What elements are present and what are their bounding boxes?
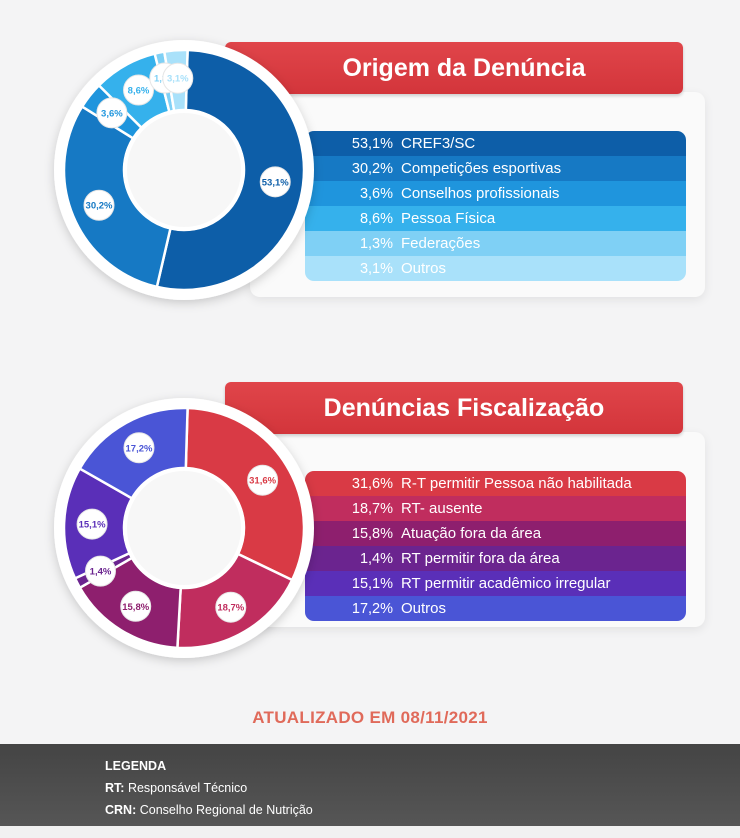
legend-row: 3,6% Conselhos profissionais	[305, 181, 686, 206]
data-label: 53,1%	[259, 166, 291, 198]
data-label-badge	[123, 432, 155, 464]
bottom-strip	[0, 826, 740, 838]
chart-fiscalizacao-section: Denúncias Fiscalização 31,6% R-T permitir…	[0, 360, 740, 700]
legend-row: 15,1% RT permitir acadêmico irregular	[305, 571, 686, 596]
data-label: 15,1%	[76, 508, 108, 540]
data-label-badge	[162, 62, 194, 94]
legend-label: Federações	[401, 235, 481, 252]
data-label-text: 18,7%	[217, 603, 244, 614]
data-label-text: 15,1%	[79, 520, 106, 531]
data-label: 30,2%	[83, 189, 115, 221]
chart-title-fiscalizacao: Denúncias Fiscalização	[225, 382, 683, 434]
legend-value: 3,6%	[359, 185, 393, 202]
data-label-text: 3,6%	[101, 108, 123, 119]
data-label: 8,6%	[123, 74, 155, 106]
legend-label: Pessoa Física	[401, 210, 496, 227]
data-label-badge	[76, 508, 108, 540]
data-label-badge	[120, 590, 152, 622]
data-label: 3,6%	[96, 97, 128, 129]
legend-label: RT permitir acadêmico irregular	[401, 575, 611, 592]
donut-svg-origem: 53,1%30,2%3,6%8,6%1,3%3,1%	[54, 40, 314, 300]
data-label: 15,8%	[120, 590, 152, 622]
chart-title-origem: Origem da Denúncia	[225, 42, 683, 94]
donut-chart-fiscalizacao: 31,6% 18,7% 15,8% 1,4% 15,1% 17,2%	[34, 378, 334, 678]
legend-value: 15,8%	[351, 525, 393, 542]
legend-row: 30,2% Competições esportivas	[305, 156, 686, 181]
data-label-badge	[215, 591, 247, 623]
donut-hole	[123, 467, 245, 589]
legend-value: 30,2%	[351, 160, 393, 177]
chart-origem-section: Origem da Denúncia 53,1% CREF3/SC 30,2% Com…	[0, 0, 740, 360]
legend-label: Outros	[401, 600, 447, 617]
legend-row: 31,6% R-T permitir Pessoa não habilitada	[305, 471, 686, 496]
legend-row: 3,1% Outros	[305, 256, 686, 281]
legend-value: 15,1%	[351, 575, 393, 592]
legend-label: CREF3/SC	[401, 135, 476, 152]
legend-value: 53,1%	[351, 135, 393, 152]
legend-list-origem: 53,1% CREF3/SC 30,2% Competições esportivas…	[305, 131, 686, 281]
legend-value: 8,6%	[359, 210, 393, 227]
data-label: 3,1%	[162, 62, 194, 94]
legend-row: 8,6% Pessoa Física	[305, 206, 686, 231]
legend-value: 1,3%	[359, 235, 393, 252]
data-label: 18,7%	[215, 591, 247, 623]
data-label-text: 17,2%	[126, 443, 153, 454]
legend-label: Atuação fora da área	[401, 525, 542, 542]
legend-label: Conselhos profissionais	[401, 185, 560, 202]
data-label-badge	[96, 97, 128, 129]
legend-value: 18,7%	[351, 500, 393, 517]
data-label-text: 30,2%	[86, 201, 113, 212]
legend-label: Outros	[401, 260, 447, 277]
data-label-badge	[123, 74, 155, 106]
data-label-text: 31,6%	[249, 476, 276, 487]
legend-row: 17,2% Outros	[305, 596, 686, 621]
footer-text: Responsável Técnico	[127, 781, 248, 795]
legend-row: 18,7% RT- ausente	[305, 496, 686, 521]
legend-value: 3,1%	[359, 260, 393, 277]
data-label-badge	[84, 555, 116, 587]
data-label: 31,6%	[247, 464, 279, 496]
donut-svg-fiscalizacao: 31,6% 18,7% 15,8% 1,4% 15,1% 17,2%	[54, 398, 314, 658]
updated-date: ATUALIZADO EM 08/11/2021	[252, 708, 488, 727]
data-label-text: 3,1%	[167, 74, 189, 85]
data-label-text: 1,4%	[90, 567, 112, 578]
legend-label: R-T permitir Pessoa não habilitada	[401, 475, 632, 492]
data-label-badge	[247, 464, 279, 496]
data-label-badge	[259, 166, 291, 198]
legend-row: 1,4% RT permitir fora da área	[305, 546, 686, 571]
data-label: 17,2%	[123, 432, 155, 464]
legend-value: 17,2%	[351, 600, 393, 617]
data-label-text: 15,8%	[122, 602, 149, 613]
data-label-text: 53,1%	[262, 177, 289, 188]
footer-item-crn: CRN: Conselho Regional de Nutrição	[105, 799, 313, 821]
legend-label: Competições esportivas	[401, 160, 562, 177]
footer-abbr: RT:	[105, 781, 125, 795]
legend-label: RT permitir fora da área	[401, 550, 560, 567]
legend-row: 53,1% CREF3/SC	[305, 131, 686, 156]
footer-abbr: CRN:	[105, 803, 137, 817]
data-label-text: 8,6%	[128, 86, 150, 97]
legend-label: RT- ausente	[401, 500, 483, 517]
legend-value: 1,4%	[359, 550, 393, 567]
donut-hole	[123, 109, 245, 231]
legend-list-fiscalizacao: 31,6% R-T permitir Pessoa não habilitada 1…	[305, 471, 686, 621]
donut-chart-origem: 53,1%30,2%3,6%8,6%1,3%3,1%	[34, 20, 334, 320]
footer-legend: LEGENDA RT: Responsável Técnico CRN: Con…	[0, 744, 740, 826]
data-label: 1,4%	[84, 555, 116, 587]
legend-value: 31,6%	[351, 475, 393, 492]
data-label-badge	[83, 189, 115, 221]
footer-text: Conselho Regional de Nutrição	[139, 803, 313, 817]
footer-title: LEGENDA	[105, 759, 167, 773]
legend-row: 15,8% Atuação fora da área	[305, 521, 686, 546]
legend-row: 1,3% Federações	[305, 231, 686, 256]
footer-item-rt: RT: Responsável Técnico	[105, 777, 313, 799]
